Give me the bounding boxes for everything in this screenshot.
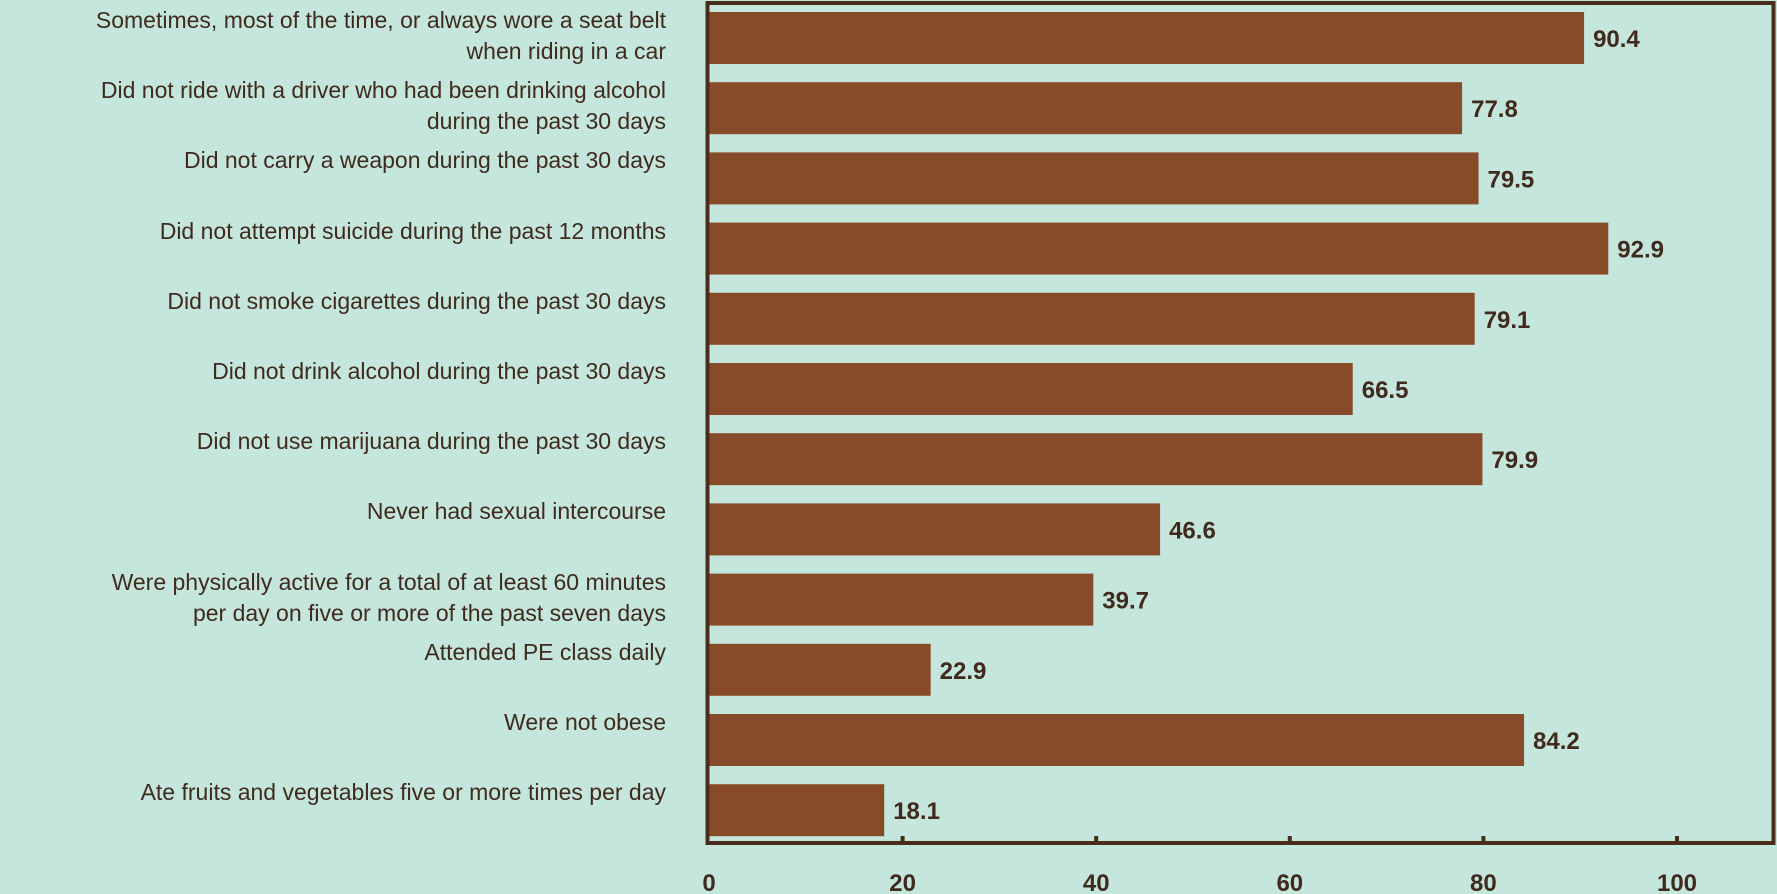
bar-6 — [709, 433, 1483, 486]
category-label-6: Did not use marijuana during the past 30… — [196, 428, 666, 455]
data-label-4: 79.1 — [1484, 307, 1531, 334]
x-tick-label-1: 20 — [889, 870, 916, 894]
category-label-11: Ate fruits and vegetables five or more t… — [140, 779, 666, 806]
category-label-9: Attended PE class daily — [424, 638, 666, 665]
data-label-3: 92.9 — [1617, 237, 1664, 264]
category-label-0: Sometimes, most of the time, or always w… — [95, 7, 666, 64]
data-label-9: 22.9 — [940, 658, 987, 685]
data-label-1: 77.8 — [1471, 96, 1518, 123]
bar-8 — [709, 573, 1094, 626]
data-label-11: 18.1 — [893, 798, 940, 825]
data-label-2: 79.5 — [1488, 166, 1535, 193]
bar-3 — [709, 222, 1609, 275]
category-label-1: Did not ride with a driver who had been … — [100, 77, 666, 135]
category-label-2: Did not carry a weapon during the past 3… — [183, 147, 666, 174]
bar-7 — [709, 503, 1161, 556]
bar-0 — [709, 12, 1585, 64]
bar-4 — [709, 292, 1475, 345]
bar-2 — [709, 152, 1479, 205]
category-label-3: Did not attempt suicide during the past … — [159, 217, 666, 244]
bar-9 — [709, 643, 931, 696]
category-label-7: Never had sexual intercourse — [366, 498, 666, 525]
category-label-8: Were physically active for a total of at… — [111, 568, 666, 626]
bar-11 — [709, 784, 885, 837]
data-label-0: 90.4 — [1593, 26, 1640, 53]
data-label-10: 84.2 — [1533, 728, 1580, 755]
data-label-7: 46.6 — [1169, 517, 1216, 544]
data-label-5: 66.5 — [1362, 377, 1409, 404]
bar-10 — [709, 714, 1525, 766]
data-label-6: 79.9 — [1491, 447, 1538, 474]
data-label-8: 39.7 — [1102, 588, 1149, 615]
category-label-10: Were not obese — [504, 709, 666, 735]
bar-5 — [709, 363, 1353, 415]
x-tick-label-4: 80 — [1470, 870, 1497, 894]
bar-1 — [709, 82, 1463, 135]
x-tick-label-2: 40 — [1083, 870, 1110, 894]
plot-frame — [705, 1, 1776, 845]
x-tick-label-0: 0 — [702, 870, 715, 894]
x-tick-label-3: 60 — [1276, 870, 1303, 894]
category-label-4: Did not smoke cigarettes during the past… — [167, 287, 666, 314]
category-label-5: Did not drink alcohol during the past 30… — [212, 358, 666, 384]
x-tick-label-5: 100 — [1657, 870, 1697, 894]
